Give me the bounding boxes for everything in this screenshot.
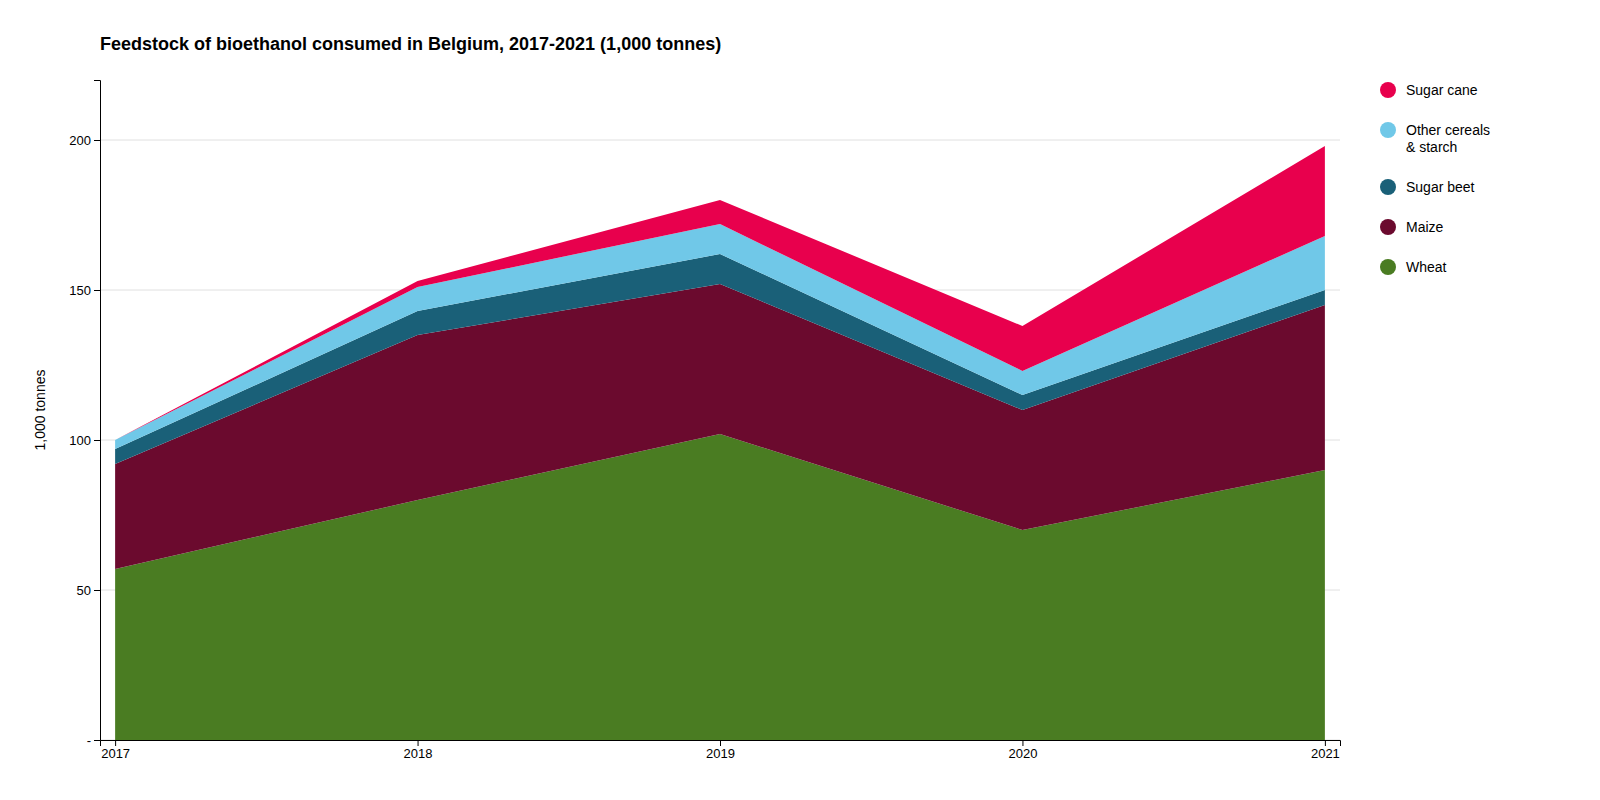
grid-line xyxy=(100,140,1340,141)
x-axis-line xyxy=(101,741,1341,747)
x-tick-label: 2021 xyxy=(1311,746,1340,761)
y-tick: 150 xyxy=(69,283,100,298)
x-tick-mark xyxy=(1022,740,1023,746)
legend-label: Sugar beet xyxy=(1406,179,1475,195)
y-tick-mark xyxy=(94,290,100,291)
y-tick: - xyxy=(87,733,100,748)
x-axis: 2017 2018 2019 2020 2021 xyxy=(101,740,1341,761)
y-axis-title: 1,000 tonnes xyxy=(32,370,48,451)
legend-marker xyxy=(1380,122,1396,138)
y-tick-mark xyxy=(94,590,100,591)
x-tick: 2017 xyxy=(101,740,130,761)
y-tick: 200 xyxy=(69,133,100,148)
x-tick-mark xyxy=(115,740,116,746)
y-tick-label: 150 xyxy=(69,283,91,298)
y-tick-label: 50 xyxy=(77,583,91,598)
y-tick-mark xyxy=(94,440,100,441)
y-tick: 100 xyxy=(69,433,100,448)
legend-marker xyxy=(1380,82,1396,98)
legend-marker xyxy=(1380,179,1396,195)
x-tick: 2019 xyxy=(706,740,735,761)
y-axis: - 50 100 150 200 xyxy=(69,81,100,748)
legend-label: Other cereals& starch xyxy=(1406,122,1490,155)
x-tick: 2021 xyxy=(1311,740,1340,761)
y-tick-mark xyxy=(94,740,100,741)
legend-item: Wheat xyxy=(1380,259,1447,275)
legend-label: Sugar cane xyxy=(1406,82,1478,98)
x-tick-label: 2019 xyxy=(706,746,735,761)
legend-marker xyxy=(1380,259,1396,275)
legend-item: Maize xyxy=(1380,219,1444,235)
y-axis-line xyxy=(94,81,101,741)
y-tick-label: 200 xyxy=(69,133,91,148)
x-tick: 2020 xyxy=(1008,740,1037,761)
legend-item: Other cereals& starch xyxy=(1380,122,1490,155)
plot: - 50 100 150 200 2017 2018 2019 2020 2021 xyxy=(69,81,1340,762)
legend: Sugar cane Other cereals& starch Sugar bee… xyxy=(1380,82,1490,275)
areas xyxy=(115,146,1325,740)
legend-item: Sugar cane xyxy=(1380,82,1478,98)
legend-item: Sugar beet xyxy=(1380,179,1475,195)
x-tick-mark xyxy=(1325,740,1326,746)
grid xyxy=(100,140,1340,740)
y-tick-mark xyxy=(94,140,100,141)
title: Feedstock of bioethanol consumed in Belg… xyxy=(100,34,721,54)
x-tick-mark xyxy=(418,740,419,746)
x-tick-mark xyxy=(720,740,721,746)
legend-label: Maize xyxy=(1406,219,1444,235)
area xyxy=(115,146,1325,440)
y-tick-label: - xyxy=(87,733,91,748)
x-tick-label: 2020 xyxy=(1008,746,1037,761)
x-tick: 2018 xyxy=(404,740,433,761)
x-tick-label: 2018 xyxy=(404,746,433,761)
y-tick: 50 xyxy=(77,583,100,598)
y-tick-label: 100 xyxy=(69,433,91,448)
legend-marker xyxy=(1380,219,1396,235)
x-tick-label: 2017 xyxy=(101,746,130,761)
chart: - 50 100 150 200 2017 2018 2019 2020 2021 1,000 to… xyxy=(0,0,1600,800)
legend-label: Wheat xyxy=(1406,259,1447,275)
